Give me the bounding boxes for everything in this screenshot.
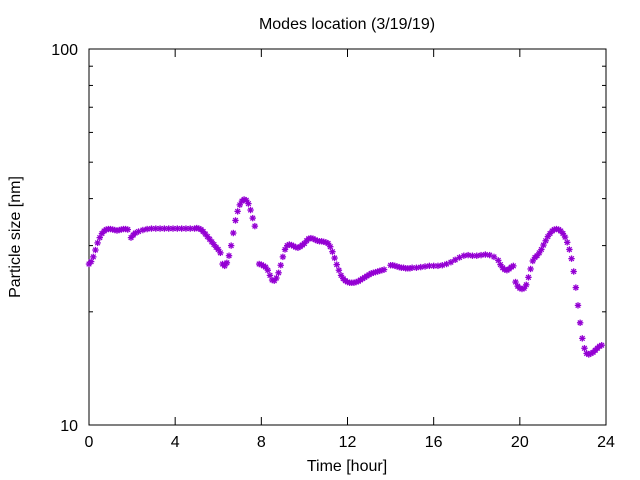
data-point [456,254,463,261]
data-point [221,262,228,270]
data-point [277,262,284,269]
data-point [279,253,287,261]
data-point [92,246,99,254]
data-point [96,234,103,241]
y-minor-ticks [89,65,606,313]
chart-title: Modes location (3/19/19) [259,16,435,33]
data-point [275,269,282,276]
data-point [447,259,455,266]
data-point [90,253,97,261]
data-point [273,274,280,282]
data-point [225,252,233,259]
data-point [124,226,131,233]
data-point [576,319,584,326]
x-tick-label: 0 [85,434,94,451]
data-point [408,264,416,271]
data-point [223,259,231,267]
data-point [230,229,237,237]
data-point [380,266,388,273]
data-point [490,253,498,261]
data-point [227,242,235,249]
data-point [251,222,259,230]
data-point [329,248,336,255]
data-point [564,239,571,246]
data-point [331,254,338,262]
data-point [568,255,575,262]
data-point [264,267,271,274]
data-point [234,208,241,215]
data-series [85,196,605,358]
data-point [598,342,605,349]
data-point [249,214,256,222]
data-point [232,217,239,224]
data-point [156,225,164,232]
data-point [477,251,485,259]
x-axis-ticks: 0 4 8 12 16 20 24 [85,49,615,451]
data-point [169,225,177,232]
data-point [561,233,569,241]
x-tick-label: 24 [597,434,615,451]
data-point [152,225,159,232]
data-point [245,200,252,207]
y-tick-label: 100 [51,42,78,59]
data-point [581,345,588,352]
data-point [94,239,101,247]
y-axis-ticks: 10 100 [51,42,606,435]
data-point [247,206,254,214]
data-point [335,267,343,274]
data-point [523,281,530,288]
data-point [574,302,582,309]
plot-frame [88,48,607,426]
data-point [327,243,334,250]
data-point [510,262,517,270]
data-point [413,264,420,271]
data-point [525,274,532,281]
x-axis-label: Time [hour] [307,458,387,475]
data-point [570,268,577,275]
y-tick-label: 10 [60,418,78,435]
x-tick-label: 16 [425,434,443,451]
data-point [579,335,586,342]
data-point [217,249,224,257]
x-tick-label: 8 [257,434,266,451]
data-point [566,246,573,253]
data-point [464,251,472,259]
data-point [174,225,181,232]
data-point [527,265,534,273]
y-axis-label: Particle size [nm] [7,176,24,298]
data-point [417,263,424,271]
data-point [333,261,340,268]
x-tick-label: 20 [511,434,529,451]
data-point [572,284,580,291]
data-point [434,262,442,270]
x-tick-label: 12 [339,434,357,451]
x-tick-label: 4 [171,434,180,451]
